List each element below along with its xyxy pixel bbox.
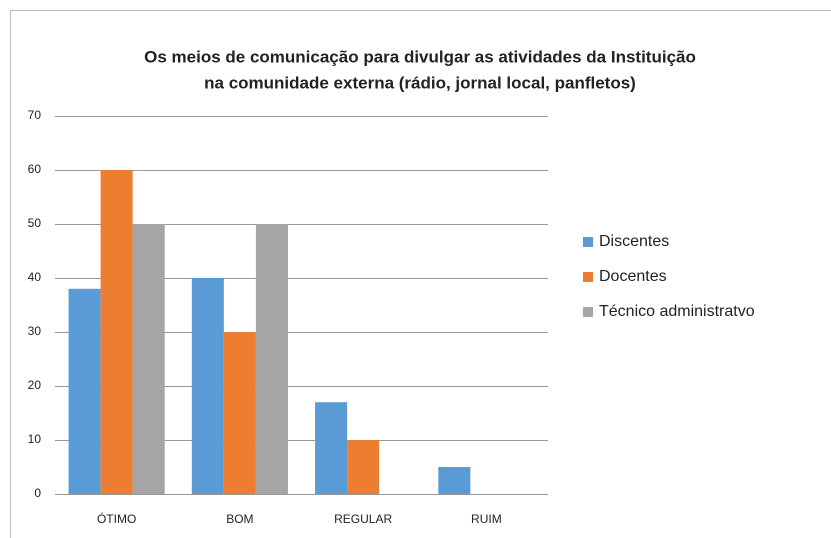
legend-swatch [583, 237, 593, 247]
legend-label: Técnico administratvo [599, 303, 755, 320]
y-tick-label: 0 [34, 486, 41, 500]
y-tick-label: 60 [28, 162, 42, 176]
bar [347, 440, 380, 494]
legend-label: Docentes [599, 268, 667, 285]
y-tick-label: 30 [28, 324, 42, 338]
bar [315, 402, 348, 494]
legend-label: Discentes [599, 233, 669, 250]
x-tick-label: RUIM [471, 512, 502, 526]
y-tick-label: 20 [28, 378, 42, 392]
bar [223, 332, 256, 494]
legend-swatch [583, 307, 593, 317]
bar [68, 288, 101, 494]
y-tick-label: 40 [28, 270, 42, 284]
bar [100, 170, 133, 494]
x-tick-label: REGULAR [334, 512, 392, 526]
y-tick-label: 50 [28, 216, 42, 230]
bar [132, 224, 165, 494]
x-tick-label: ÓTIMO [97, 511, 136, 526]
y-tick-label: 10 [28, 432, 42, 446]
x-tick-label: BOM [226, 512, 253, 526]
chart-title: na comunidade externa (rádio, jornal loc… [204, 73, 636, 92]
bar [255, 224, 288, 494]
y-tick-label: 70 [28, 108, 42, 122]
bar [191, 278, 224, 494]
bar [438, 467, 471, 494]
legend-swatch [583, 272, 593, 282]
chart-title: Os meios de comunicação para divulgar as… [144, 47, 696, 66]
